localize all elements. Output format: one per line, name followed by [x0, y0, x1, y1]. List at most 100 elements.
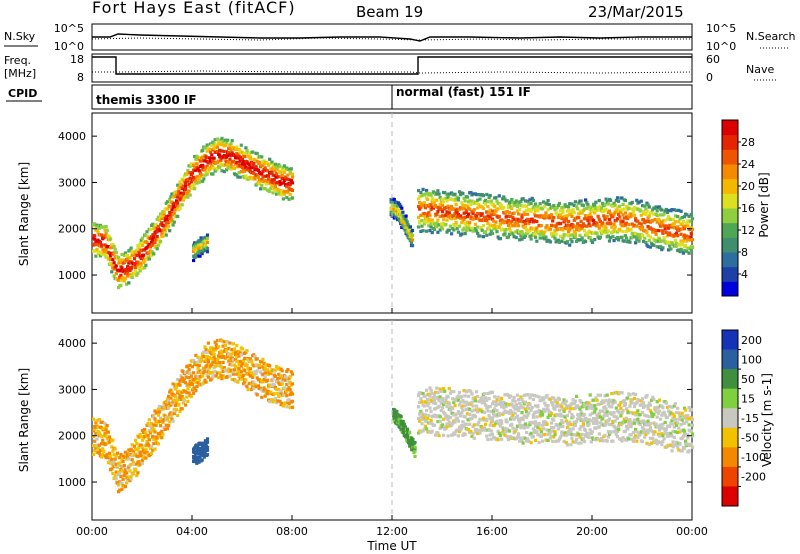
scatter-cell [248, 157, 252, 161]
scatter-cell [481, 418, 485, 422]
scatter-cell [164, 233, 168, 237]
scatter-cell [170, 208, 174, 212]
scatter-cell [596, 437, 600, 441]
scatter-cell [537, 409, 541, 413]
scatter-cell [482, 215, 487, 219]
scatter-cell [601, 417, 605, 421]
scatter-cell [490, 419, 495, 423]
scatter-cell [670, 208, 674, 212]
scatter-cell [206, 358, 210, 362]
scatter-cell [463, 404, 467, 408]
scatter-cell [122, 464, 126, 468]
scatter-cell [173, 208, 177, 212]
scatter-cell [615, 236, 620, 240]
scatter-cell [622, 398, 626, 403]
scatter-cell [650, 241, 654, 245]
scatter-cell [625, 438, 629, 442]
scatter-cell [393, 408, 397, 412]
scatter-cell [514, 199, 518, 203]
scatter-cell [284, 378, 288, 382]
scatter-cell [252, 373, 256, 377]
scatter-cell [626, 216, 630, 221]
scatter-cell [517, 398, 521, 402]
scatter-cell [150, 253, 154, 257]
scatter-cell [285, 369, 289, 373]
scatter-cell [278, 180, 282, 184]
scatter-cell [690, 417, 695, 422]
scatter-cell [580, 226, 584, 230]
scatter-cell [538, 236, 542, 240]
scatter-cell [234, 148, 238, 152]
scatter-cell [165, 200, 170, 204]
scatter-cell [512, 235, 516, 239]
velocity-colorbar-segment [722, 408, 738, 429]
scatter-cell [430, 429, 434, 433]
scatter-cell [587, 435, 591, 440]
scatter-cell [163, 228, 167, 232]
scatter-cell [452, 400, 456, 405]
scatter-cell [227, 367, 231, 371]
scatter-cell [671, 217, 675, 222]
scatter-cell [252, 381, 256, 385]
scatter-cell [506, 223, 510, 227]
scatter-cell [597, 199, 601, 203]
scatter-cell [571, 415, 575, 419]
scatter-cell [526, 404, 530, 408]
scatter-cell [98, 448, 102, 452]
scatter-cell [165, 427, 170, 431]
scatter-cell [179, 182, 183, 186]
scatter-cell [180, 407, 184, 411]
scatter-cell [477, 420, 481, 424]
scatter-cell [667, 215, 671, 219]
scatter-cell [486, 205, 490, 209]
scatter-cell [654, 232, 658, 236]
scatter-cell [437, 192, 441, 196]
scatter-cell [146, 434, 150, 438]
scatter-cell [565, 240, 570, 244]
scatter-cell [175, 385, 179, 389]
scatter-cell [687, 405, 691, 410]
scatter-cell [119, 268, 123, 273]
scatter-cell [604, 398, 608, 403]
scatter-cell [615, 435, 620, 439]
scatter-cell [438, 419, 442, 423]
scatter-cell [109, 254, 113, 258]
scatter-cell [135, 249, 139, 253]
scatter-cell [462, 211, 466, 215]
scatter-cell [267, 163, 271, 167]
scatter-cell [407, 236, 411, 240]
scatter-cell [242, 359, 246, 363]
scatter-cell [684, 224, 688, 228]
scatter-cell [147, 418, 151, 422]
scatter-cell [217, 345, 221, 349]
scatter-cell [564, 441, 568, 445]
scatter-cell [103, 252, 107, 256]
scatter-cell [627, 206, 631, 210]
scatter-cell [642, 419, 646, 423]
scatter-cell [650, 398, 654, 402]
scatter-cell [142, 253, 146, 257]
scatter-cell [154, 237, 158, 242]
scatter-cell [689, 213, 693, 217]
scatter-cell [180, 376, 184, 380]
scatter-cell [548, 240, 552, 244]
scatter-cell [618, 391, 622, 395]
scatter-cell [437, 223, 441, 227]
scatter-cell [529, 408, 533, 412]
scatter-cell [520, 397, 524, 401]
scatter-cell [164, 221, 168, 225]
scatter-cell [604, 226, 608, 230]
scatter-cell [648, 422, 652, 426]
scatter-cell [213, 370, 217, 374]
scatter-cell [661, 406, 665, 410]
scatter-cell [170, 192, 174, 196]
scatter-cell [168, 211, 172, 215]
scatter-cell [202, 455, 206, 459]
scatter-cell [140, 266, 145, 270]
scatter-cell [667, 226, 671, 230]
scatter-cell [159, 239, 163, 244]
scatter-cell [600, 401, 604, 405]
scatter-cell [648, 235, 652, 239]
scatter-cell [268, 364, 272, 368]
scatter-cell [501, 197, 505, 201]
